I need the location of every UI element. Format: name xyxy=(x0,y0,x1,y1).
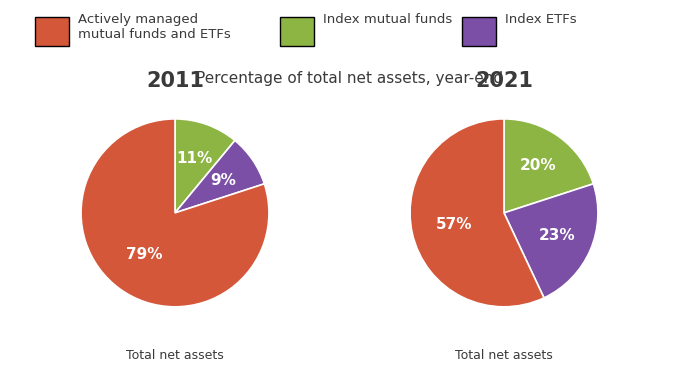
Text: Total net assets: Total net assets xyxy=(126,349,224,362)
Text: 57%: 57% xyxy=(435,217,472,232)
Text: Total net assets: Total net assets xyxy=(455,349,553,362)
Title: 2011: 2011 xyxy=(146,71,204,91)
Text: 79%: 79% xyxy=(127,247,163,262)
Wedge shape xyxy=(410,119,544,307)
Text: 20%: 20% xyxy=(520,158,556,173)
Text: Percentage of total net assets, year-end: Percentage of total net assets, year-end xyxy=(197,72,503,86)
Wedge shape xyxy=(504,184,598,298)
Wedge shape xyxy=(175,141,265,213)
FancyBboxPatch shape xyxy=(280,17,314,46)
Text: Index mutual funds: Index mutual funds xyxy=(323,13,453,26)
Text: 11%: 11% xyxy=(176,150,213,166)
Text: Index ETFs: Index ETFs xyxy=(505,13,577,26)
Title: 2021: 2021 xyxy=(475,71,533,91)
Wedge shape xyxy=(504,119,594,213)
FancyBboxPatch shape xyxy=(35,17,69,46)
Text: Actively managed
mutual funds and ETFs: Actively managed mutual funds and ETFs xyxy=(78,13,231,41)
Wedge shape xyxy=(175,119,235,213)
FancyBboxPatch shape xyxy=(462,17,496,46)
Text: 9%: 9% xyxy=(210,172,236,188)
Text: 23%: 23% xyxy=(539,229,576,243)
Wedge shape xyxy=(81,119,269,307)
